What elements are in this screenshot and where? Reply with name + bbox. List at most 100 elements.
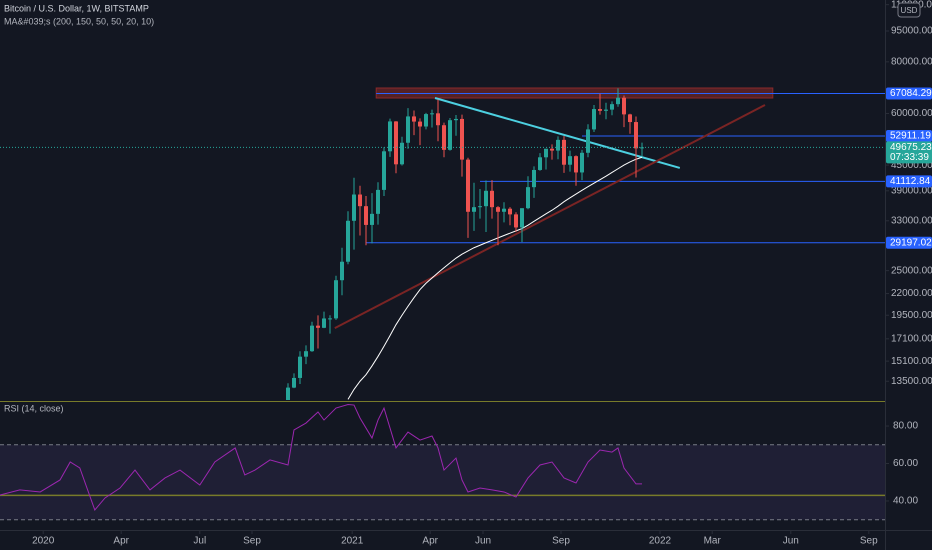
level-badge [886, 236, 932, 249]
last-price-badge [886, 141, 932, 164]
x-tick-label: Jul [193, 536, 206, 547]
y-tick-label: 80000.00 [891, 56, 932, 67]
candle-body [436, 113, 440, 126]
candle-body [352, 194, 356, 221]
price-pane [0, 87, 885, 400]
candle-body [328, 318, 332, 320]
candle-body [472, 207, 476, 212]
candle-body [514, 214, 518, 228]
x-tick-label: Sep [860, 536, 878, 547]
candle-body [610, 104, 614, 110]
candle-body [346, 220, 350, 262]
candle-body [586, 129, 590, 153]
candle-body [538, 157, 542, 170]
candle-body [382, 151, 386, 190]
rsi-line [0, 403, 642, 511]
y-tick-label: 15100.00 [891, 356, 932, 367]
level-label: 41112.84 [890, 176, 931, 187]
rsi-pane [0, 403, 885, 521]
candle-body [466, 159, 470, 212]
candle-body [634, 122, 638, 149]
candle-body [520, 208, 524, 228]
x-tick-label: Apr [113, 536, 129, 547]
candle-body [532, 169, 536, 188]
currency-button[interactable] [897, 2, 921, 18]
candle-body [388, 121, 392, 152]
candle-body [502, 208, 506, 212]
candle-body [574, 156, 578, 173]
candle-body [580, 152, 584, 173]
x-tick-label: 2020 [32, 536, 55, 547]
candle-body [562, 139, 566, 165]
y-tick-label: 45000.00 [891, 160, 932, 171]
candle-body [364, 206, 368, 225]
candle-body [508, 208, 512, 215]
candle-body [406, 116, 410, 143]
candle-body [358, 194, 362, 207]
y-tick-label: 13500.00 [891, 376, 932, 387]
rsi-band [0, 444, 885, 520]
y-tick-label: 19500.00 [891, 310, 932, 321]
candle-body [592, 109, 596, 130]
candle-body [310, 325, 314, 352]
x-tick-label: 2022 [649, 536, 672, 547]
symbol-title: Bitcoin / U.S. Dollar, 1W, BITSTAMP [4, 3, 149, 13]
candle-body [424, 114, 428, 127]
level-label: 52911.19 [890, 131, 931, 142]
x-tick-label: Jun [783, 536, 799, 547]
moving-average [347, 156, 643, 400]
candle-body [478, 206, 482, 208]
candle-body [490, 190, 494, 208]
trend-line [434, 97, 681, 169]
countdown-label: 07:33:39 [890, 152, 929, 163]
candle-body [400, 142, 404, 165]
candle-body [340, 261, 344, 281]
y-tick-label: 33000.00 [891, 215, 932, 226]
last-price-label: 49675.23 [890, 142, 932, 153]
candle-body [496, 207, 500, 212]
candle-body [598, 109, 602, 111]
candle-body [628, 114, 632, 123]
level-badge [886, 130, 932, 143]
rsi-legend: RSI (14, close) [4, 403, 64, 413]
candle-body [286, 387, 290, 400]
level-label: 29197.02 [890, 237, 932, 248]
candle-body [526, 187, 530, 209]
candle-body [304, 351, 308, 357]
candle-body [460, 118, 464, 160]
candle-body [370, 213, 374, 225]
y-tick-label: 17100.00 [891, 333, 932, 344]
currency-label[interactable]: USD [901, 6, 918, 15]
candle-body [322, 318, 326, 328]
level-label: 67084.29 [890, 88, 932, 99]
y-tick-label: 95000.00 [891, 26, 932, 37]
y-tick-label: 25000.00 [891, 265, 932, 276]
rsi-tick-label: 40.00 [893, 496, 918, 507]
candle-body [418, 121, 422, 127]
rsi-tick-label: 80.00 [893, 421, 918, 432]
candle-body [484, 190, 488, 207]
x-tick-label: Mar [704, 536, 722, 547]
y-tick-label: 60000.00 [891, 108, 932, 119]
y-tick-label: 39000.00 [891, 185, 932, 196]
candle-body [298, 356, 302, 378]
candle-body [448, 120, 452, 150]
level-badge [886, 175, 932, 188]
x-tick-label: Jun [475, 536, 491, 547]
candle-body [430, 113, 434, 115]
candle-body [376, 189, 380, 214]
x-tick-label: Apr [422, 536, 438, 547]
x-tick-label: 2021 [341, 536, 364, 547]
candle-body [454, 118, 458, 121]
candle-body [568, 156, 572, 165]
candle-body [316, 325, 320, 328]
trend-line [334, 104, 766, 329]
candle-body [544, 148, 548, 158]
x-tick-label: Sep [243, 536, 261, 547]
candle-body [412, 116, 416, 122]
candle-body [442, 125, 446, 150]
candle-body [550, 148, 554, 151]
x-tick-label: Sep [552, 536, 570, 547]
y-tick-label: 22000.00 [891, 288, 932, 299]
